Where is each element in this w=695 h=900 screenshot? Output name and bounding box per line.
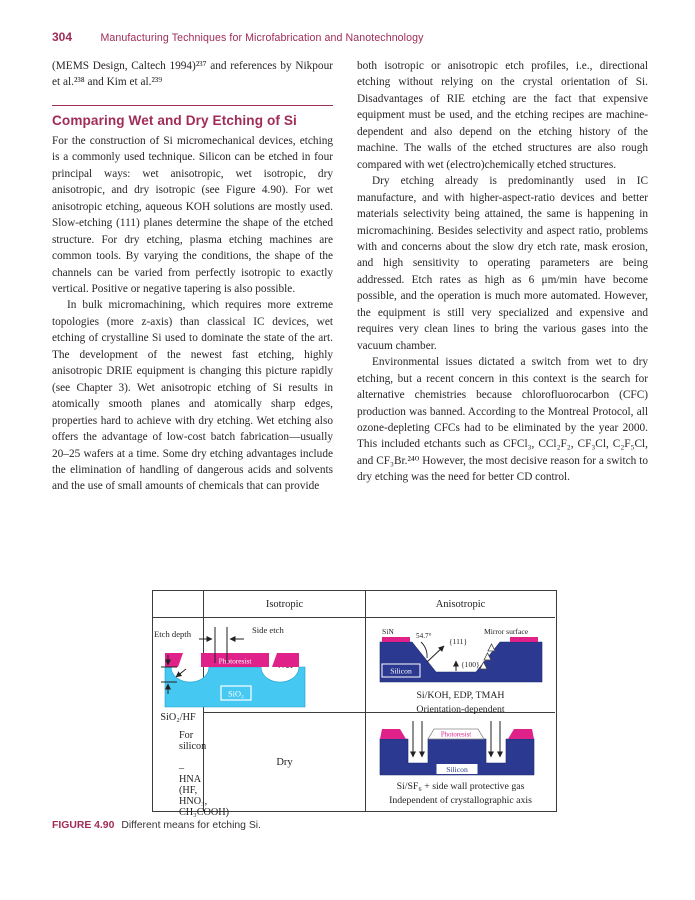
sio2-label-box bbox=[220, 685, 252, 701]
plane-100-label: {100} bbox=[461, 660, 480, 669]
figure-table: Isotropic Anisotropic Wet Photoresist Si… bbox=[152, 590, 557, 818]
mirror-triangle-3 bbox=[486, 643, 496, 652]
table-corner-cell bbox=[153, 591, 204, 618]
wet-isotropic-diagram: Photoresist SiO₂ Etch depth Side etch bbox=[154, 625, 306, 708]
dry-anisotropic-note: Independent of crystallographic axis bbox=[389, 794, 532, 806]
column-header-isotropic: Isotropic bbox=[204, 591, 366, 618]
dry-anisotropic-diagram: Photoresist Silicon bbox=[379, 721, 534, 776]
wet-anisotropic-note: Orientation-dependent bbox=[416, 703, 505, 715]
figure-caption-label: FIGURE 4.90 bbox=[52, 820, 115, 831]
photoresist-right-shape bbox=[272, 653, 299, 667]
silicon-label: Silicon bbox=[446, 765, 468, 774]
silicon-label-box bbox=[381, 663, 420, 678]
angle-arc bbox=[420, 641, 427, 659]
section-heading-block: Comparing Wet and Dry Etching of Si bbox=[52, 104, 333, 128]
photoresist-right-shape bbox=[507, 729, 534, 739]
paragraph-references: (MEMS Design, Caltech 1994)²³⁷ and refer… bbox=[52, 60, 333, 89]
wet-isotropic-etchant: SiO₂/HF bbox=[160, 712, 196, 723]
page-number: 304 bbox=[52, 30, 73, 44]
figure-caption-text: Different means for etching Si. bbox=[121, 820, 261, 831]
paragraph-dry-etching-ic: Dry etching already is predominantly use… bbox=[357, 175, 648, 352]
paragraph-rie-disadvantages: both isotropic or anisotropic etch profi… bbox=[357, 60, 648, 171]
figure-caption: FIGURE 4.90 Different means for etching S… bbox=[52, 820, 552, 831]
plane-111-label: {111} bbox=[449, 637, 467, 646]
sin-label: SiN bbox=[382, 627, 394, 636]
for-silicon-label: For silicon bbox=[179, 730, 207, 752]
paragraph-bulk-micromachining: In bulk micromachining, which requires m… bbox=[52, 299, 333, 493]
sio2-label: SiO₂ bbox=[228, 690, 244, 699]
hna-etchant-label: –HNA (HF, HNO₃, CH₃COOH) bbox=[179, 763, 229, 818]
side-etch-label: Side etch bbox=[252, 625, 284, 635]
mirror-surface-label: Mirror surface bbox=[484, 627, 529, 636]
photoresist-label: Photoresist bbox=[219, 657, 253, 666]
photoresist-label: Photoresist bbox=[440, 731, 470, 738]
dry-anisotropic-etchant: Si/SF₆ + side wall protective gas bbox=[396, 781, 525, 792]
column-header-anisotropic: Anisotropic bbox=[366, 591, 555, 618]
cell-dry-anisotropic: Photoresist Silicon Si/SF₆ + side wall p… bbox=[366, 713, 555, 811]
running-head: Manufacturing Techniques for Microfabric… bbox=[100, 32, 424, 44]
section-heading: Comparing Wet and Dry Etching of Si bbox=[52, 112, 297, 128]
mirror-triangle-1 bbox=[478, 661, 488, 670]
paragraph-etching-intro: For the construction of Si micromechanic… bbox=[52, 134, 333, 295]
etch-depth-label: Etch depth bbox=[154, 629, 192, 639]
undercut-arrow bbox=[175, 668, 187, 678]
photoresist-center-shape bbox=[201, 653, 269, 667]
plane-111-arrow bbox=[426, 645, 444, 663]
mirror-triangle-2 bbox=[482, 652, 492, 661]
photoresist-left-shape bbox=[379, 729, 406, 739]
silicon-body-shape bbox=[379, 738, 534, 776]
page-header: 304 Manufacturing Techniques for Microfa… bbox=[52, 28, 648, 46]
silicon-label-box bbox=[435, 763, 478, 775]
column-right: both isotropic or anisotropic etch profi… bbox=[357, 58, 648, 486]
cell-isotropic: Photoresist SiO₂ Etch depth Side etch Si… bbox=[153, 618, 306, 818]
wet-anisotropic-etchant: Si/KOH, EDP, TMAH bbox=[416, 690, 505, 701]
sin-strip-left bbox=[381, 637, 410, 642]
sin-strip-right bbox=[509, 637, 538, 642]
silicon-label: Silicon bbox=[390, 667, 412, 676]
photoresist-center-shape bbox=[426, 728, 485, 740]
wet-anisotropic-diagram: SiN Mirror surface 54.7° {111} {100} Sil… bbox=[379, 627, 542, 683]
cell-wet-anisotropic: SiN Mirror surface 54.7° {111} {100} Sil… bbox=[366, 618, 555, 715]
column-left: (MEMS Design, Caltech 1994)²³⁷ and refer… bbox=[52, 58, 333, 495]
row-header-dry: Dry bbox=[204, 713, 366, 811]
angle-label: 54.7° bbox=[416, 632, 432, 640]
paragraph-environmental: Environmental issues dictated a switch f… bbox=[357, 356, 648, 484]
